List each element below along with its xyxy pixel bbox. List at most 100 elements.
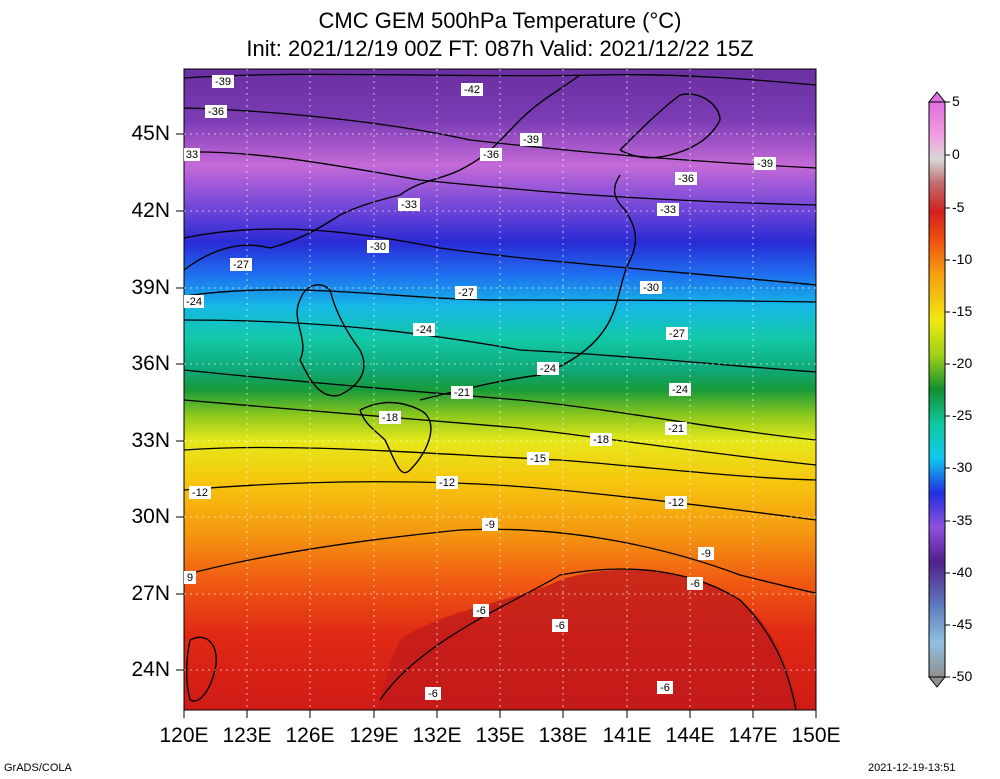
svg-text:-36: -36 — [208, 106, 224, 118]
svg-text:-39: -39 — [215, 76, 231, 88]
lat-label: 36N — [131, 352, 170, 375]
lon-label: 129E — [349, 724, 399, 747]
lon-label: 132E — [412, 724, 462, 747]
lat-label: 27N — [131, 582, 170, 605]
lat-label: 33N — [131, 429, 170, 452]
colorbar-label: 5 — [952, 93, 960, 109]
lon-label: 141E — [602, 724, 652, 747]
svg-text:-33: -33 — [401, 199, 417, 211]
lon-label: 150E — [791, 724, 841, 747]
contour-label: -39 — [212, 75, 234, 88]
warm-region — [380, 569, 800, 710]
svg-text:-18: -18 — [593, 434, 609, 446]
contour-label: -15 — [527, 452, 549, 465]
contour-label: -24 — [413, 323, 435, 336]
contour-label: -36 — [205, 105, 227, 118]
svg-text:-12: -12 — [439, 477, 455, 489]
svg-text:-6: -6 — [690, 578, 700, 590]
lon-label: 144E — [665, 724, 715, 747]
svg-text:-27: -27 — [458, 287, 474, 299]
contour-label: -30 — [367, 240, 389, 253]
contour-label: -24 — [184, 295, 204, 308]
colorbar-label: -15 — [952, 303, 973, 319]
colorbar-label: -25 — [952, 407, 973, 423]
svg-text:-30: -30 — [643, 282, 659, 294]
contour-label: -36 — [480, 148, 502, 161]
contour-label: -12 — [665, 496, 687, 509]
contour-label: -18 — [590, 433, 612, 446]
contour-labels: -39 -42 -36 -39 -36 -39 33 -36 -33 -33 -… — [184, 75, 776, 700]
coastlines — [184, 74, 721, 702]
svg-text:-21: -21 — [668, 423, 684, 435]
colorbar-label: -40 — [952, 564, 973, 580]
svg-text:9: 9 — [187, 572, 193, 584]
graticule — [184, 69, 816, 710]
contour-label: -6 — [473, 604, 489, 617]
lat-label: 24N — [131, 658, 170, 681]
contour-label: -27 — [666, 327, 688, 340]
svg-text:-9: -9 — [701, 548, 711, 560]
svg-text:-36: -36 — [678, 173, 694, 185]
contour-label: -6 — [687, 577, 703, 590]
contour-label: -18 — [379, 411, 401, 424]
lon-label: 147E — [728, 724, 778, 747]
lon-label: 120E — [159, 724, 209, 747]
svg-text:-24: -24 — [540, 363, 556, 375]
contour-label: 9 — [184, 571, 196, 584]
map-title: CMC GEM 500hPa Temperature (°C) — [318, 8, 682, 33]
contour-label: -9 — [482, 518, 498, 531]
svg-text:-30: -30 — [370, 241, 386, 253]
contour-label: -24 — [669, 383, 691, 396]
contour-label: -12 — [189, 486, 211, 499]
isotherms — [184, 73, 816, 710]
contour-label: -36 — [675, 172, 697, 185]
colorbar-label: -50 — [952, 668, 973, 684]
svg-text:-21: -21 — [454, 387, 470, 399]
footer-credit: GrADS/COLA — [4, 762, 72, 774]
svg-text:-36: -36 — [483, 149, 499, 161]
svg-text:-12: -12 — [668, 497, 684, 509]
contour-label: -24 — [537, 362, 559, 375]
svg-text:-6: -6 — [660, 682, 670, 694]
colorbar-label: 0 — [952, 146, 960, 162]
colorbar-bottom-arrow — [927, 676, 947, 688]
colorbar-label: -35 — [952, 512, 973, 528]
lon-label: 123E — [222, 724, 272, 747]
contour-label: -42 — [461, 83, 483, 96]
colorbar-label: -30 — [952, 459, 973, 475]
contour-label: -30 — [640, 281, 662, 294]
contour-label: -9 — [698, 547, 714, 560]
svg-text:-27: -27 — [233, 259, 249, 271]
svg-text:-6: -6 — [428, 688, 438, 700]
svg-text:-27: -27 — [669, 328, 685, 340]
lat-label: 42N — [131, 199, 170, 222]
colorbar-scale — [928, 101, 946, 678]
contour-label: -39 — [754, 157, 776, 170]
lat-label: 39N — [131, 276, 170, 299]
contour-label: -33 — [398, 198, 420, 211]
svg-text:-12: -12 — [192, 487, 208, 499]
lat-label: 45N — [131, 122, 170, 145]
contour-label: 33 — [184, 148, 200, 161]
svg-text:-33: -33 — [660, 204, 676, 216]
lon-label: 138E — [538, 724, 588, 747]
colorbar-top-arrow — [927, 91, 947, 103]
contour-label: -39 — [520, 133, 542, 146]
svg-text:-24: -24 — [186, 296, 202, 308]
svg-text:-9: -9 — [485, 519, 495, 531]
svg-text:-42: -42 — [464, 84, 480, 96]
svg-text:-18: -18 — [382, 412, 398, 424]
colorbar-label: -5 — [952, 199, 965, 215]
contour-label: -21 — [451, 386, 473, 399]
contour-label: -6 — [425, 687, 441, 700]
svg-text:-39: -39 — [523, 134, 539, 146]
footer-timestamp: 2021-12-19-13:51 — [868, 762, 956, 774]
lat-label: 30N — [131, 505, 170, 528]
contour-label: -33 — [657, 203, 679, 216]
contour-label: -12 — [436, 476, 458, 489]
svg-text:-15: -15 — [530, 453, 546, 465]
lon-label: 126E — [285, 724, 335, 747]
axis-ticks — [176, 133, 817, 718]
svg-text:-6: -6 — [555, 620, 565, 632]
